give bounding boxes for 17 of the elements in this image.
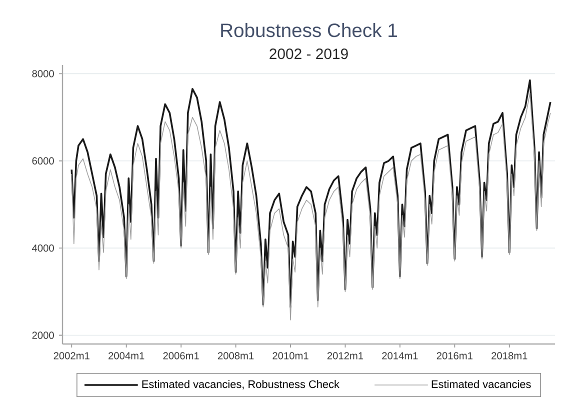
y-tick-label: 6000 — [32, 157, 54, 164]
chart-subtitle: 2002 - 2019 — [270, 48, 348, 60]
x-tick-label: 2012m1 — [327, 352, 364, 360]
y-tick-label: 8000 — [32, 70, 54, 78]
y-tick-label: 4000 — [32, 244, 54, 252]
x-tick-label: 2016m1 — [436, 352, 472, 360]
legend-label: Estimated vacancies, Robustness Check — [142, 380, 340, 390]
chart-title: Robustness Check 1 — [221, 22, 397, 38]
x-tick-label: 2010m1 — [272, 352, 308, 360]
x-tick-label: 2014m1 — [382, 352, 418, 360]
x-tick-label: 2006m1 — [163, 352, 199, 360]
x-tick-label: 2004m1 — [108, 352, 144, 360]
x-tick-label: 2002m1 — [54, 352, 90, 360]
legend-label: Estimated vacancies — [432, 380, 531, 388]
y-tick-label: 2000 — [32, 332, 54, 339]
x-tick-label: 2008m1 — [218, 352, 254, 360]
x-tick-label: 2018m1 — [492, 352, 528, 360]
